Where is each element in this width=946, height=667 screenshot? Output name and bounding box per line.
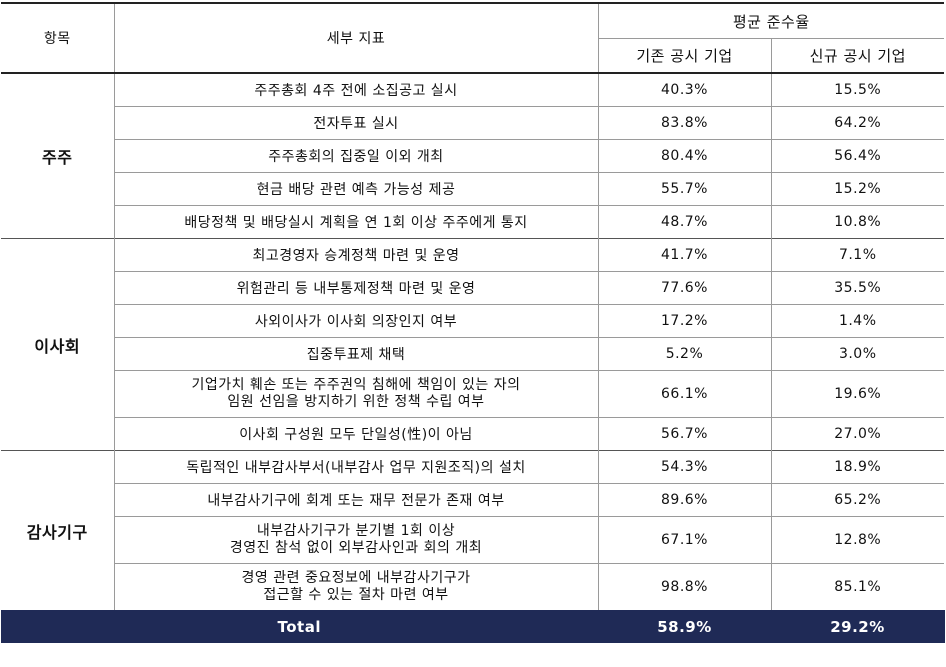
detail-line: 주주총회의 집중일 이외 개최: [268, 149, 444, 165]
detail-line: 위험관리 등 내부통제정책 마련 및 운영: [236, 281, 476, 297]
existing-rate: 89.6%: [598, 483, 772, 517]
existing-rate: 5.2%: [598, 337, 772, 371]
detail-cell: 내부감사기구에 회계 또는 재무 전문가 존재 여부: [114, 483, 599, 517]
total-label: Total: [1, 610, 599, 643]
table-row: 현금 배당 관련 예측 가능성 제공 55.7% 15.2%: [1, 172, 944, 206]
table-row: 사외이사가 이사회 의장인지 여부 17.2% 1.4%: [1, 304, 944, 338]
existing-rate: 98.8%: [598, 563, 772, 610]
new-rate: 12.8%: [771, 516, 944, 564]
detail-cell: 최고경영자 승계정책 마련 및 운영: [114, 238, 599, 272]
header-detail: 세부 지표: [114, 2, 599, 73]
table-row: 이사회 구성원 모두 단일성(性)이 아님 56.7% 27.0%: [1, 417, 944, 451]
new-rate: 18.9%: [771, 450, 944, 484]
existing-rate: 17.2%: [598, 304, 772, 338]
detail-cell: 현금 배당 관련 예측 가능성 제공: [114, 172, 599, 206]
new-rate: 35.5%: [771, 271, 944, 305]
detail-cell: 주주총회 4주 전에 소집공고 실시: [114, 72, 599, 107]
group-label: 감사기구: [1, 450, 115, 610]
existing-rate: 40.3%: [598, 72, 772, 107]
table-row: 이사회 최고경영자 승계정책 마련 및 운영 41.7% 7.1%: [1, 238, 944, 451]
detail-cell: 전자투표 실시: [114, 106, 599, 140]
header-existing: 기존 공시 기업: [598, 38, 772, 73]
detail-cell: 위험관리 등 내부통제정책 마련 및 운영: [114, 271, 599, 305]
table-row: 집중투표제 채택 5.2% 3.0%: [1, 337, 944, 371]
new-rate: 65.2%: [771, 483, 944, 517]
detail-cell: 기업가치 훼손 또는 주주권익 침해에 책임이 있는 자의 임원 선임을 방지하기…: [114, 370, 599, 418]
header-avg-rate: 평균 준수율: [598, 2, 944, 39]
table-row: 위험관리 등 내부통제정책 마련 및 운영 77.6% 35.5%: [1, 271, 944, 305]
detail-line: 경영진 참석 없이 외부감사인과 회의 개최: [229, 540, 483, 556]
existing-rate: 41.7%: [598, 238, 772, 272]
existing-rate: 66.1%: [598, 370, 772, 418]
detail-cell: 사외이사가 이사회 의장인지 여부: [114, 304, 599, 338]
detail-line: 경영 관련 중요정보에 내부감사기구가: [241, 570, 471, 586]
table-row: 배당정책 및 배당실시 계획을 연 1회 이상 주주에게 통지 48.7% 10.8…: [1, 205, 944, 239]
detail-line: 임원 선임을 방지하기 위한 정책 수립 여부: [227, 394, 485, 410]
header-category: 항목: [1, 2, 115, 73]
new-rate: 10.8%: [771, 205, 944, 239]
detail-line: 내부감사기구가 분기별 1회 이상: [256, 523, 456, 539]
table-header: 항목 세부 지표 평균 준수율 기존 공시 기업 신규 공시 기업: [1, 2, 944, 73]
detail-line: 배당정책 및 배당실시 계획을 연 1회 이상 주주에게 통지: [184, 215, 528, 231]
detail-line: 독립적인 내부감사부서(내부감사 업무 지원조직)의 설치: [186, 460, 526, 476]
new-rate: 19.6%: [771, 370, 944, 418]
group-label: 주주: [1, 72, 115, 239]
table-row: 내부감사기구에 회계 또는 재무 전문가 존재 여부 89.6% 65.2%: [1, 483, 944, 517]
detail-cell: 경영 관련 중요정보에 내부감사기구가 접근할 수 있는 절차 마련 여부: [114, 563, 599, 610]
compliance-table: 항목 세부 지표 평균 준수율 기존 공시 기업 신규 공시 기업 주주 주주총회…: [1, 2, 945, 643]
existing-rate: 67.1%: [598, 516, 772, 564]
table-body: 주주 주주총회 4주 전에 소집공고 실시 40.3% 15.5% 전자투표 실시 83.…: [1, 72, 944, 610]
existing-rate: 55.7%: [598, 172, 772, 206]
detail-line: 주주총회 4주 전에 소집공고 실시: [254, 83, 458, 99]
new-rate: 1.4%: [771, 304, 944, 338]
table-row: 전자투표 실시 83.8% 64.2%: [1, 106, 944, 140]
detail-cell: 독립적인 내부감사부서(내부감사 업무 지원조직)의 설치: [114, 450, 599, 484]
table-row: 기업가치 훼손 또는 주주권익 침해에 책임이 있는 자의 임원 선임을 방지하기…: [1, 370, 944, 418]
detail-line: 이사회 구성원 모두 단일성(性)이 아님: [239, 427, 473, 443]
new-rate: 15.2%: [771, 172, 944, 206]
detail-line: 기업가치 훼손 또는 주주권익 침해에 책임이 있는 자의: [191, 377, 521, 393]
detail-line: 현금 배당 관련 예측 가능성 제공: [256, 182, 456, 198]
new-rate: 7.1%: [771, 238, 944, 272]
new-rate: 3.0%: [771, 337, 944, 371]
detail-line: 전자투표 실시: [313, 116, 399, 132]
detail-cell: 집중투표제 채택: [114, 337, 599, 371]
total-existing: 58.9%: [598, 610, 772, 643]
detail-cell: 내부감사기구가 분기별 1회 이상 경영진 참석 없이 외부감사인과 회의 개최: [114, 516, 599, 564]
table-row: 내부감사기구가 분기별 1회 이상 경영진 참석 없이 외부감사인과 회의 개최 6…: [1, 516, 944, 564]
total-new: 29.2%: [771, 610, 945, 643]
existing-rate: 56.7%: [598, 417, 772, 451]
group-label: 이사회: [1, 238, 115, 451]
total-row: Total 58.9% 29.2%: [1, 610, 945, 643]
table-row: 경영 관련 중요정보에 내부감사기구가 접근할 수 있는 절차 마련 여부 98.8…: [1, 563, 944, 610]
table-row: 주주총회의 집중일 이외 개최 80.4% 56.4%: [1, 139, 944, 173]
existing-rate: 83.8%: [598, 106, 772, 140]
detail-line: 접근할 수 있는 절차 마련 여부: [263, 587, 449, 603]
existing-rate: 48.7%: [598, 205, 772, 239]
detail-cell: 이사회 구성원 모두 단일성(性)이 아님: [114, 417, 599, 451]
table-row: 감사기구 독립적인 내부감사부서(내부감사 업무 지원조직)의 설치 54.3% 18…: [1, 450, 944, 610]
table-row: 주주 주주총회 4주 전에 소집공고 실시 40.3% 15.5%: [1, 72, 944, 239]
new-rate: 64.2%: [771, 106, 944, 140]
detail-line: 집중투표제 채택: [306, 347, 406, 363]
header-new: 신규 공시 기업: [771, 38, 944, 73]
new-rate: 27.0%: [771, 417, 944, 451]
detail-line: 내부감사기구에 회계 또는 재무 전문가 존재 여부: [207, 493, 505, 509]
detail-cell: 주주총회의 집중일 이외 개최: [114, 139, 599, 173]
new-rate: 85.1%: [771, 563, 944, 610]
existing-rate: 54.3%: [598, 450, 772, 484]
detail-cell: 배당정책 및 배당실시 계획을 연 1회 이상 주주에게 통지: [114, 205, 599, 239]
detail-line: 사외이사가 이사회 의장인지 여부: [254, 314, 458, 330]
existing-rate: 77.6%: [598, 271, 772, 305]
new-rate: 15.5%: [771, 72, 944, 107]
existing-rate: 80.4%: [598, 139, 772, 173]
new-rate: 56.4%: [771, 139, 944, 173]
detail-line: 최고경영자 승계정책 마련 및 운영: [252, 248, 460, 264]
table-footer: Total 58.9% 29.2%: [1, 610, 945, 643]
